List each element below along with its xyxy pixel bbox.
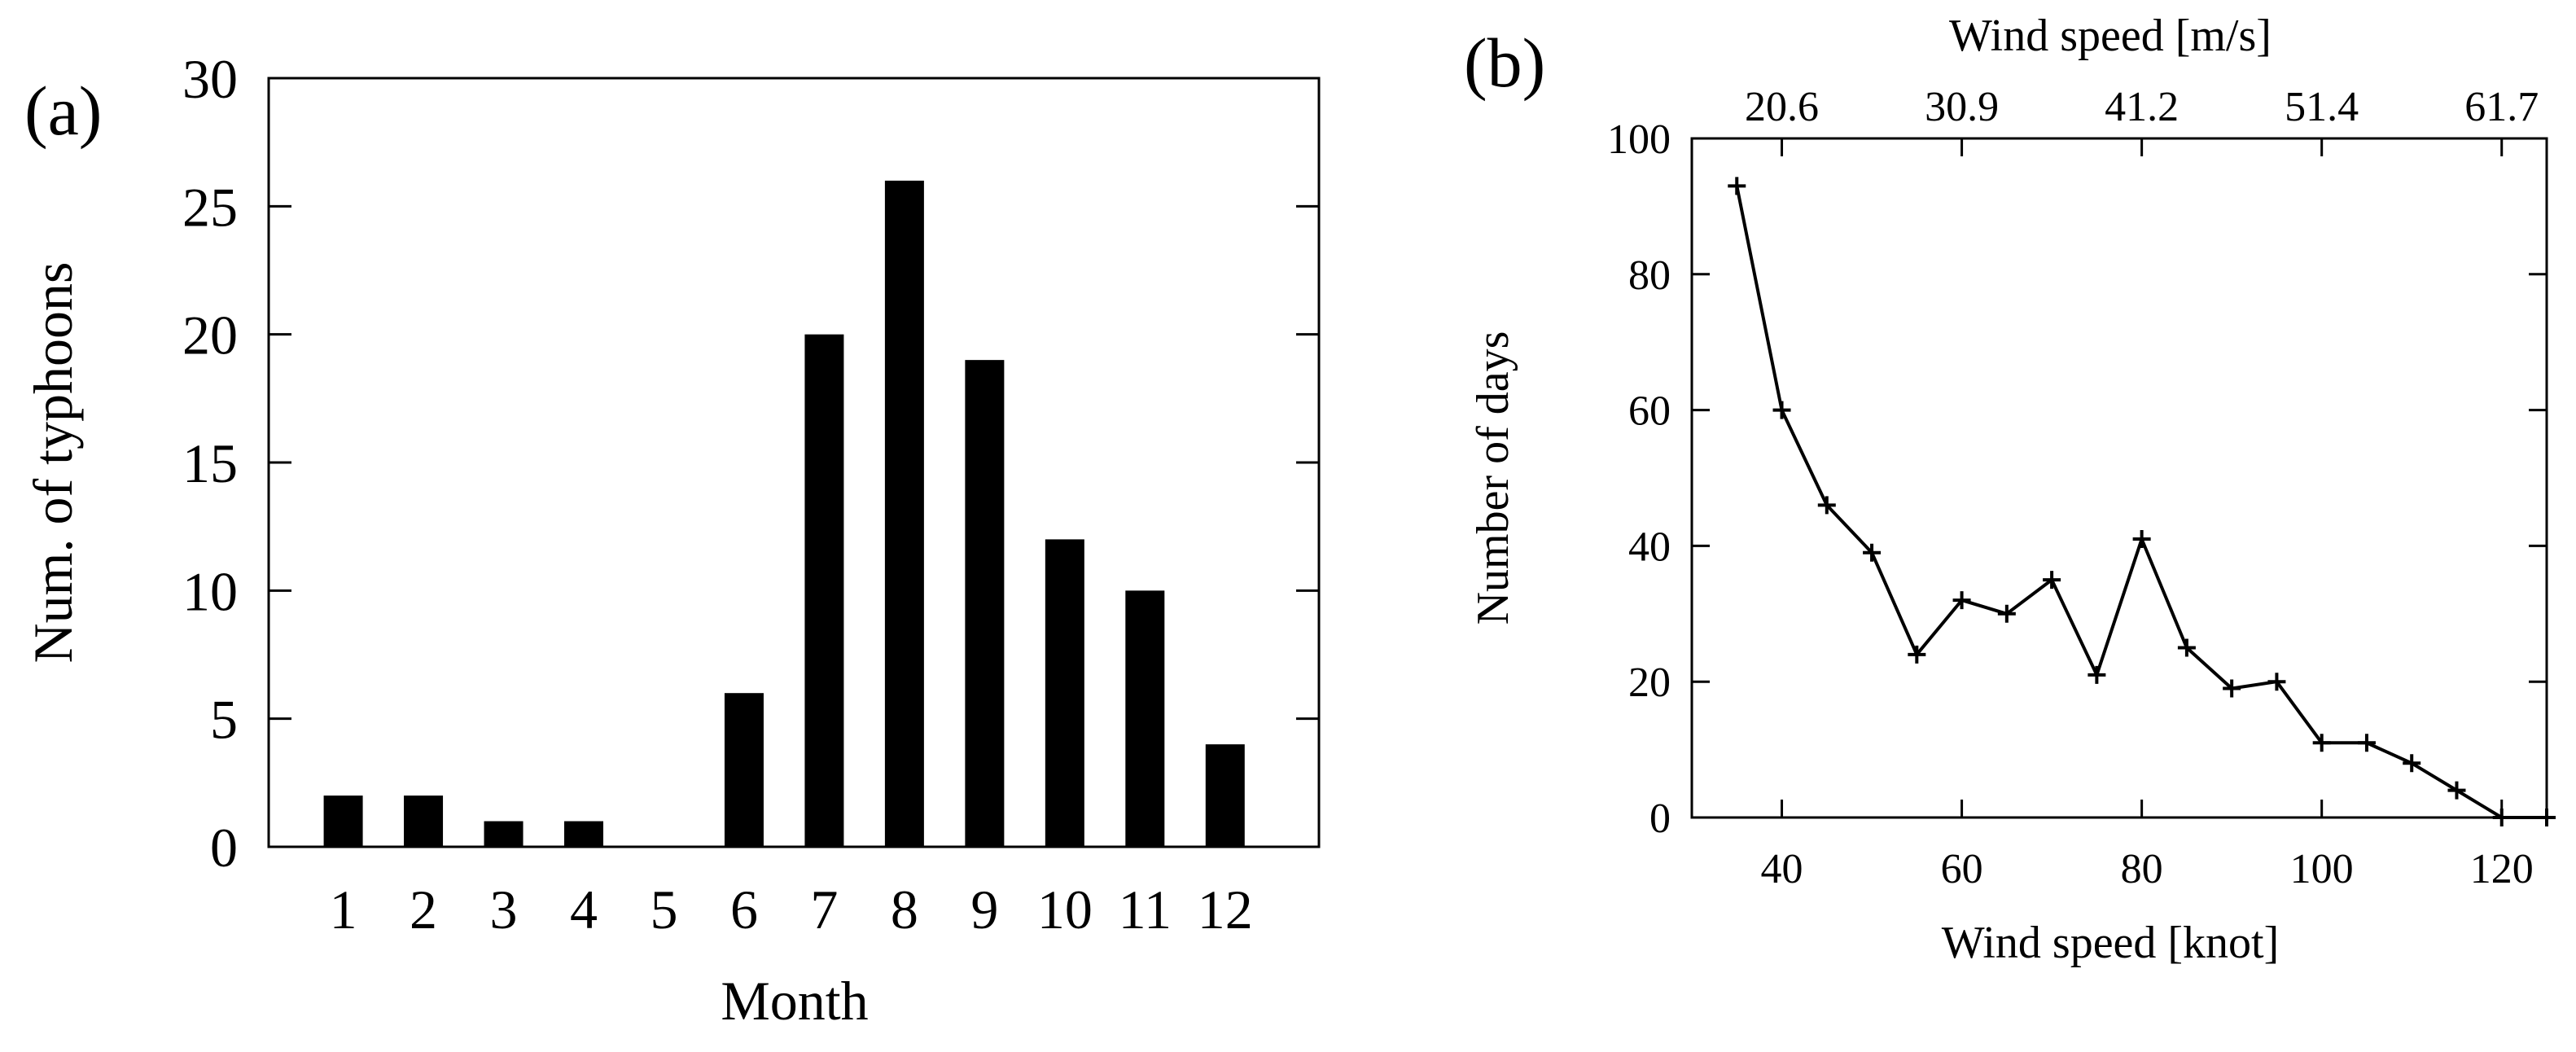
top-x-tick-label-b: 41.2: [2105, 84, 2179, 130]
bar-month-3: [484, 821, 524, 847]
series-line-days: [1735, 186, 2547, 819]
y-tick-label-b: 80: [1628, 252, 1671, 299]
panel-label-b: (b): [1464, 24, 1545, 102]
panel-label-a: (a): [24, 72, 102, 150]
x-tick-label-b: 120: [2470, 846, 2534, 892]
y-ticks-a: 0 5 10 15 20 25 30: [182, 48, 1319, 879]
bar-month-9: [965, 360, 1005, 848]
y-ticks-b: 0 20 40 60 80 100: [1607, 116, 2547, 842]
point-marker-95: [2267, 673, 2286, 691]
x-tick-label-a: 6: [730, 879, 758, 940]
x-tick-label-b: 100: [2290, 846, 2354, 892]
x-tick-label-a: 1: [330, 879, 357, 940]
plot-frame-b: [1690, 137, 2548, 819]
x-tick-label-a: 9: [970, 879, 998, 940]
bar-month-11: [1125, 590, 1165, 847]
bar-month-10: [1045, 539, 1084, 847]
bar-month-2: [404, 796, 444, 847]
y-tick-label-b: 0: [1649, 796, 1671, 842]
x-tick-label-a: 8: [891, 879, 918, 940]
series-b: [1728, 177, 2556, 826]
y-tick-label-a: 0: [210, 817, 238, 879]
top-x-tick-label-b: 61.7: [2464, 84, 2539, 130]
y-tick-label-b: 40: [1628, 524, 1671, 570]
y-tick-label-a: 25: [182, 176, 238, 238]
top-x-tick-label-b: 51.4: [2285, 84, 2359, 130]
point-marker-110: [2403, 754, 2421, 773]
point-marker-70: [2043, 571, 2061, 590]
x-tick-label-a: 11: [1119, 879, 1172, 940]
y-tick-label-a: 10: [182, 560, 238, 622]
point-marker-80: [2132, 530, 2151, 549]
x-tick-label-a: 7: [810, 879, 838, 940]
bar-month-7: [804, 334, 844, 848]
chart-panel-b: (b) 0 20 40 60 80 100 40 60 80 100 120 20.6 30.9 41…: [1464, 11, 2556, 968]
y-tick-label-b: 20: [1628, 660, 1671, 706]
top-x-ticks-b: 20.6 30.9 41.2 51.4 61.7: [1745, 84, 2539, 156]
x-axis-label-a: Month: [721, 970, 868, 1032]
x-tick-label-a: 10: [1037, 879, 1093, 940]
point-marker-40: [1772, 401, 1791, 419]
bar-month-8: [884, 180, 924, 847]
point-marker-90: [2223, 679, 2241, 698]
x-axis-label-b: Wind speed [knot]: [1942, 918, 2280, 968]
x-ticks-a: 1 2 3 4 5 6 7 8 9 10 11 12: [330, 879, 1253, 940]
top-x-tick-label-b: 20.6: [1745, 84, 1819, 130]
point-marker-105: [2357, 734, 2376, 752]
y-tick-label-a: 30: [182, 48, 238, 110]
point-marker-65: [1997, 604, 2016, 623]
x-tick-label-b: 60: [1941, 846, 1983, 892]
point-marker-45: [1817, 496, 1836, 515]
y-tick-label-a: 5: [210, 689, 238, 751]
x-tick-label-a: 5: [650, 879, 677, 940]
point-marker-60: [1952, 591, 1971, 610]
point-marker-35: [1728, 177, 1746, 195]
x-tick-label-b: 80: [2121, 846, 2163, 892]
y-tick-label-a: 20: [182, 305, 238, 366]
top-x-tick-label-b: 30.9: [1925, 84, 1999, 130]
x-tick-label-a: 3: [490, 879, 518, 940]
y-tick-label-b: 100: [1607, 116, 1671, 163]
x-tick-label-a: 4: [570, 879, 598, 940]
bar-month-6: [724, 693, 764, 847]
point-marker-55: [1908, 645, 1926, 664]
y-tick-label-b: 60: [1628, 388, 1671, 435]
bar-month-1: [323, 796, 363, 847]
point-marker-100: [2312, 734, 2331, 752]
bar-month-12: [1205, 744, 1245, 847]
top-x-axis-label-b: Wind speed [m/s]: [1949, 11, 2272, 61]
x-ticks-b: 40 60 80 100 120: [1761, 800, 2534, 892]
y-tick-label-a: 15: [182, 432, 238, 494]
x-tick-label-b: 40: [1761, 846, 1803, 892]
point-marker-125: [2538, 809, 2556, 826]
x-tick-label-a: 2: [410, 879, 437, 940]
y-axis-label-b: Number of days: [1468, 331, 1518, 625]
point-marker-115: [2447, 781, 2466, 800]
point-marker-85: [2177, 638, 2196, 657]
point-marker-120: [2492, 809, 2511, 826]
y-axis-label-a: Num. of typhoons: [22, 262, 84, 664]
bar-month-4: [564, 821, 603, 847]
x-tick-label-a: 12: [1198, 879, 1253, 940]
point-marker-75: [2088, 665, 2106, 684]
bars-a: [323, 180, 1245, 848]
point-marker-50: [1863, 543, 1882, 562]
